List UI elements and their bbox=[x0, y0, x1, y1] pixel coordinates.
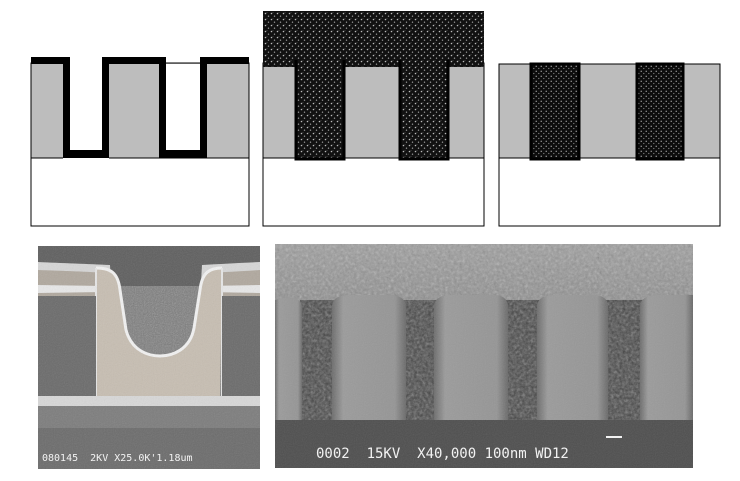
substrate-layer bbox=[30, 157, 250, 227]
barrier-liner bbox=[294, 60, 450, 161]
trench-opening bbox=[166, 64, 200, 150]
metal-fill bbox=[296, 60, 344, 159]
sem-image-left: 080145 2KV X25.0K'1.18um bbox=[38, 246, 260, 469]
diagram-step-3 bbox=[498, 62, 721, 227]
sem-left-caption: 080145 2KV X25.0K'1.18um bbox=[42, 453, 193, 464]
metal-fill bbox=[400, 60, 448, 159]
substrate-layer bbox=[262, 157, 485, 227]
substrate-layer bbox=[498, 157, 721, 227]
metal-overburden bbox=[263, 11, 484, 67]
inlaid-metal-line bbox=[529, 62, 581, 161]
trench-opening bbox=[70, 64, 102, 150]
sem-right-caption: 0002 15KV X40,000 100nm WD12 bbox=[316, 446, 569, 462]
sem-image-right: 0002 15KV X40,000 100nm WD12 bbox=[275, 244, 693, 468]
diagram-step-2 bbox=[262, 11, 485, 227]
inlaid-metal-line bbox=[635, 62, 685, 161]
diagram-step-1 bbox=[30, 57, 250, 227]
barrier-liner bbox=[31, 57, 249, 158]
scale-bar bbox=[606, 436, 622, 438]
